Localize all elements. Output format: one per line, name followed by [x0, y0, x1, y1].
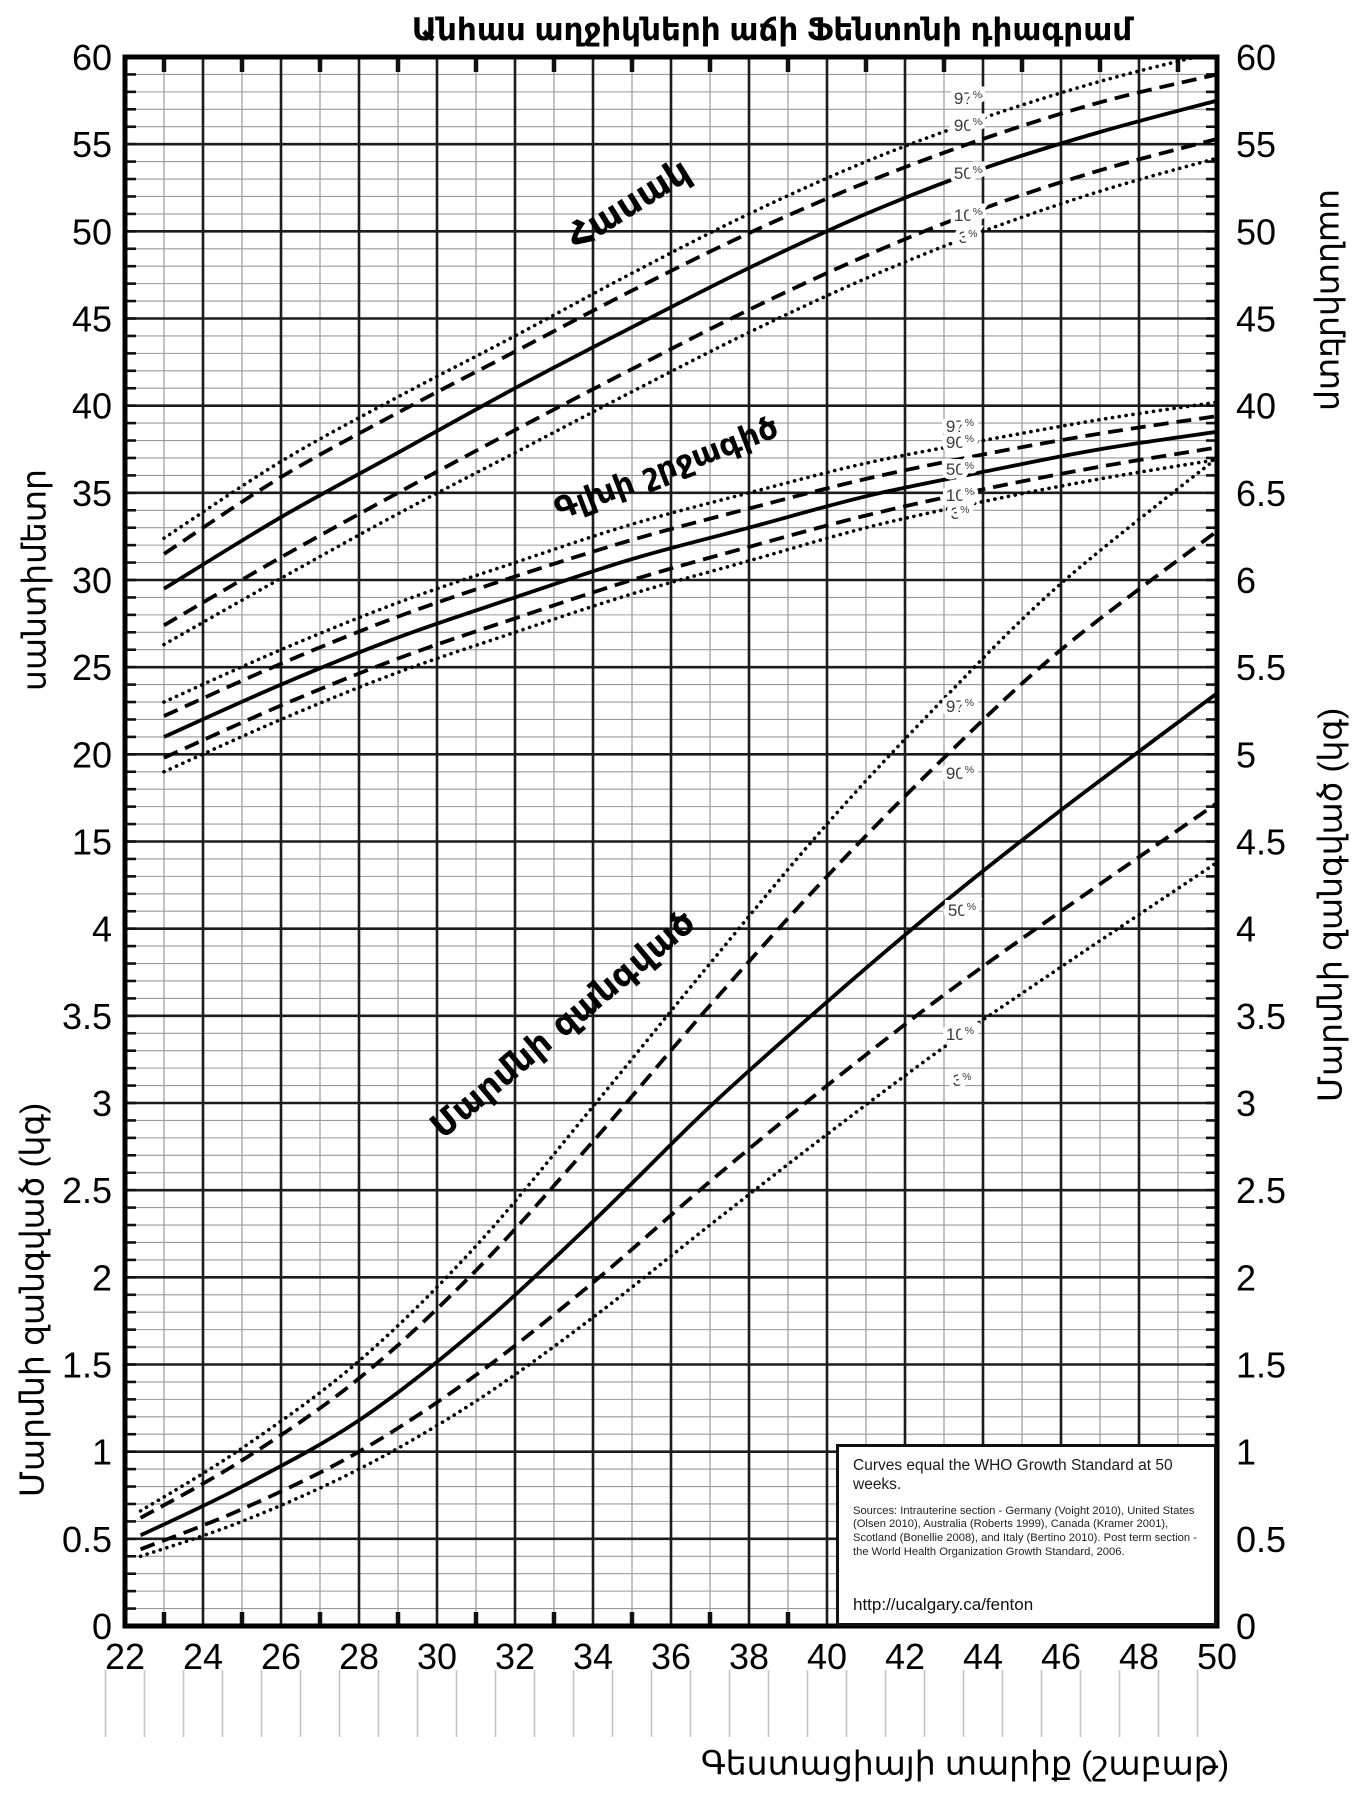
right-axis-tick: 45 [1236, 299, 1276, 340]
left-axis-tick: 50 [72, 211, 112, 252]
percentile-label: 90% [954, 116, 982, 135]
left-cm-axis-label: սանտիմետր [15, 469, 53, 691]
percentile-curve [163, 414, 1217, 718]
x-axis-tick: 36 [651, 1636, 691, 1677]
left-axis-tick: 2.5 [62, 1170, 112, 1211]
page-title: Անհաս աղջիկների աճի Ֆենտոնի դիագրամ [411, 12, 1133, 47]
x-axis-title: Գեստացիայի տարիք (շաբաթ) [700, 1744, 1230, 1782]
left-axis-tick: 1 [92, 1432, 112, 1473]
left-axis-tick: 3.5 [62, 996, 112, 1037]
x-axis-tick: 24 [183, 1636, 223, 1677]
right-axis-tick: 2 [1236, 1257, 1256, 1298]
right-axis-tick: 4 [1236, 909, 1256, 950]
percentile-curve [163, 98, 1217, 591]
percentile-curve [162, 156, 1217, 647]
right-axis-tick: 6 [1236, 560, 1256, 601]
percentile-curve [162, 57, 1204, 540]
right-axis-tick: 2.5 [1236, 1170, 1286, 1211]
percentile-label: 10% [946, 1025, 974, 1044]
x-axis-tick: 46 [1041, 1636, 1081, 1677]
left-axis-tick: 35 [72, 473, 112, 514]
percentile-curve [138, 860, 1217, 1559]
percentile-label: 3% [953, 1071, 972, 1090]
percentile-curve [139, 801, 1217, 1552]
left-axis-tick: 15 [72, 822, 112, 863]
x-axis-tick: 28 [339, 1636, 379, 1677]
fenton-url-text: http://ucalgary.ca/fenton [853, 1595, 1034, 1614]
left-axis-tick: 30 [72, 560, 112, 601]
right-axis-tick: 3.5 [1236, 996, 1286, 1037]
percentile-label: 90% [946, 764, 974, 783]
left-axis-tick: 45 [72, 299, 112, 340]
left-axis-tick: 40 [72, 386, 112, 427]
percentile-label: 50% [954, 164, 982, 183]
x-axis-tick: 38 [729, 1636, 769, 1677]
right-axis-tick: 1.5 [1236, 1345, 1286, 1386]
sources-note: Sources: Intrauterine section - Germany … [853, 1504, 1197, 1558]
percentile-curve [163, 137, 1217, 627]
percentile-curve [162, 400, 1217, 704]
x-axis-tick: 30 [417, 1636, 457, 1677]
percentile-label: 3% [951, 504, 970, 523]
percentile-label: 90% [946, 433, 974, 452]
right-axis-tick: 50 [1236, 211, 1276, 252]
right-axis-tick: 0 [1236, 1606, 1256, 1647]
percentile-curve [163, 445, 1217, 760]
percentile-curve [139, 529, 1217, 1520]
percentile-curve [162, 457, 1217, 774]
x-axis-tick: 42 [885, 1636, 925, 1677]
right-axis-tick: 6.5 [1236, 473, 1286, 514]
left-kg-axis-label: Մարմնի զանգված (կգ) [13, 1102, 51, 1498]
x-axis-tick: 34 [573, 1636, 613, 1677]
left-axis-tick: 1.5 [62, 1345, 112, 1386]
right-axis-tick: 5 [1236, 734, 1256, 775]
left-axis-tick: 4 [92, 909, 112, 950]
percentile-curve [138, 456, 1217, 1513]
left-axis-tick: 3 [92, 1083, 112, 1124]
left-axis-tick: 60 [72, 37, 112, 78]
percentile-curve [163, 429, 1217, 739]
x-axis-tick: 40 [807, 1636, 847, 1677]
percentile-curve [139, 691, 1217, 1538]
right-kg-axis-label: Մարմնի զանգված (կգ) [1311, 707, 1349, 1103]
left-axis-tick: 2 [92, 1257, 112, 1298]
percentile-label: 97% [946, 697, 974, 716]
right-axis-tick: 55 [1236, 124, 1276, 165]
left-axis-tick: 25 [72, 647, 112, 688]
x-axis-tick: 32 [495, 1636, 535, 1677]
percentile-label: 10% [946, 486, 974, 505]
left-axis-tick: 55 [72, 124, 112, 165]
percentile-label: 3% [959, 228, 978, 247]
x-axis-tick: 44 [963, 1636, 1003, 1677]
who-standard-note-box: Curves equal the WHO Growth Standard at … [836, 1444, 1217, 1626]
left-axis-tick: 0 [92, 1606, 112, 1647]
percentile-label: 10% [954, 206, 982, 225]
right-axis-tick: 0.5 [1236, 1519, 1286, 1560]
right-axis-tick: 3 [1236, 1083, 1256, 1124]
x-axis-tick: 26 [261, 1636, 301, 1677]
x-axis-tick: 48 [1119, 1636, 1159, 1677]
x-axis-tick: 50 [1197, 1636, 1237, 1677]
right-axis-tick: 1 [1236, 1432, 1256, 1473]
right-axis-tick: 5.5 [1236, 647, 1286, 688]
right-cm-axis-label: սանտիմետր [1313, 189, 1351, 411]
curve-family-label: Հասակ [560, 150, 698, 258]
right-axis-tick: 40 [1236, 386, 1276, 427]
percentile-label: 97% [954, 89, 982, 108]
left-axis-tick: 20 [72, 734, 112, 775]
percentile-label: 50% [948, 901, 976, 920]
x-axis-tick: 22 [105, 1636, 145, 1677]
left-axis-tick: 0.5 [62, 1519, 112, 1560]
right-axis-tick: 60 [1236, 37, 1276, 78]
right-axis-tick: 4.5 [1236, 822, 1286, 863]
who-standard-note: Curves equal the WHO Growth Standard at … [853, 1457, 1173, 1494]
percentile-curve [162, 72, 1217, 556]
